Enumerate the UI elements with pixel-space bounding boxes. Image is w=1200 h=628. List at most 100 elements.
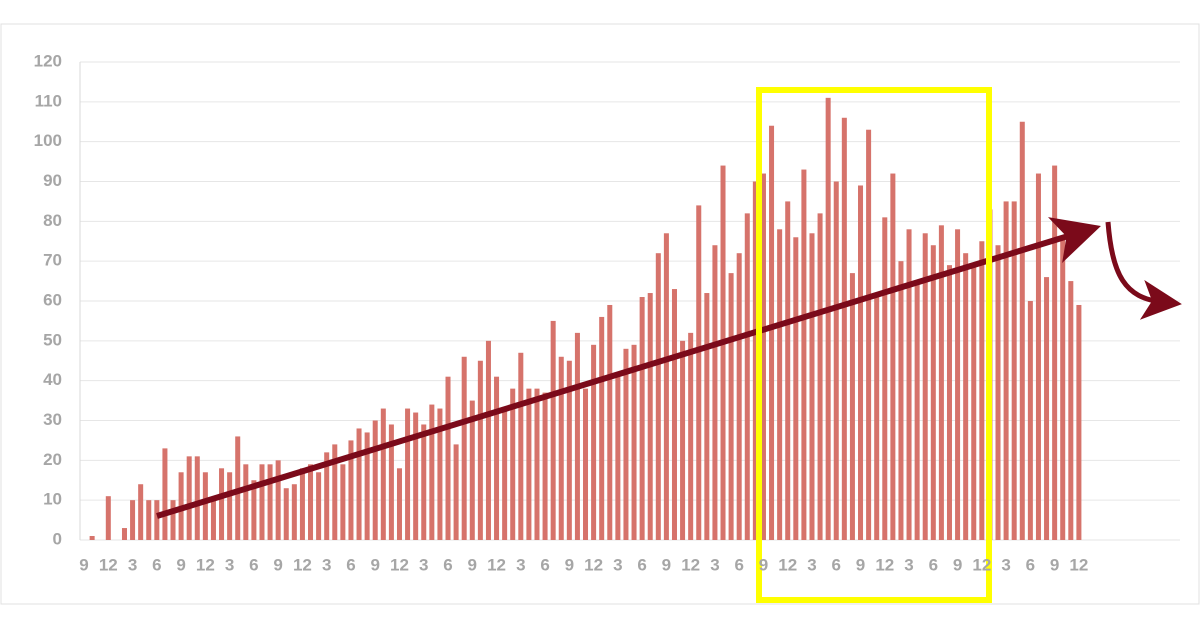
x-tick-label: 6 xyxy=(249,555,258,574)
bar xyxy=(655,253,661,540)
bar xyxy=(647,293,653,540)
bar xyxy=(429,404,435,540)
x-tick-label: 12 xyxy=(487,555,506,574)
bar xyxy=(671,289,677,540)
bar xyxy=(696,205,702,540)
bar xyxy=(469,400,475,540)
bar xyxy=(833,181,839,540)
y-tick-label: 0 xyxy=(53,529,62,548)
bars xyxy=(89,97,1082,541)
bar xyxy=(882,217,888,540)
bar xyxy=(1060,237,1066,540)
y-tick-label: 110 xyxy=(35,91,62,110)
bar xyxy=(219,468,225,540)
bar xyxy=(518,352,524,540)
bar xyxy=(874,293,880,540)
x-tick-label: 9 xyxy=(273,555,282,574)
bar xyxy=(259,464,265,540)
bar xyxy=(146,500,152,540)
bar xyxy=(712,245,718,540)
bar xyxy=(623,348,629,540)
bar xyxy=(760,173,766,541)
x-tick-label: 9 xyxy=(662,555,671,574)
bar xyxy=(1052,165,1058,541)
bar xyxy=(728,273,734,540)
x-tick-label: 3 xyxy=(128,555,137,574)
x-tick-label: 6 xyxy=(929,555,938,574)
bar xyxy=(550,320,556,540)
bar xyxy=(437,408,443,540)
highlight-box xyxy=(756,87,992,603)
bar xyxy=(299,468,305,540)
x-tick-label: 12 xyxy=(584,555,603,574)
x-tick-label: 9 xyxy=(468,555,477,574)
bar xyxy=(858,185,864,540)
y-tick-label: 20 xyxy=(43,450,62,469)
x-tick-label: 3 xyxy=(904,555,913,574)
y-tick-label: 50 xyxy=(43,330,62,349)
bar xyxy=(995,245,1001,540)
y-tick-label: 90 xyxy=(43,171,62,190)
bar xyxy=(89,536,95,540)
bar xyxy=(809,233,815,541)
bar xyxy=(615,376,621,540)
x-tick-label: 12 xyxy=(681,555,700,574)
bar xyxy=(316,472,322,540)
x-tick-label: 9 xyxy=(565,555,574,574)
bar xyxy=(453,444,459,540)
bar xyxy=(680,340,686,540)
bar xyxy=(817,213,823,540)
y-tick-label: 70 xyxy=(43,251,62,270)
x-tick-label: 6 xyxy=(540,555,549,574)
bar xyxy=(898,261,904,540)
bar xyxy=(663,233,669,541)
bar xyxy=(308,464,314,540)
x-tick-label: 6 xyxy=(637,555,646,574)
x-tick-label: 12 xyxy=(99,555,118,574)
bar xyxy=(769,125,775,540)
x-tick-label: 3 xyxy=(710,555,719,574)
y-tick-label: 60 xyxy=(43,290,62,309)
bar xyxy=(526,388,532,540)
x-tick-label: 6 xyxy=(443,555,452,574)
x-tick-label: 9 xyxy=(1050,555,1059,574)
bar xyxy=(639,297,645,540)
x-tick-label: 6 xyxy=(832,555,841,574)
bar xyxy=(1027,301,1033,540)
bar xyxy=(574,332,580,540)
bar xyxy=(372,420,378,540)
bar xyxy=(332,444,338,540)
bar xyxy=(405,408,411,540)
bar xyxy=(1003,201,1009,540)
bar xyxy=(793,237,799,540)
bar xyxy=(194,456,200,540)
bar xyxy=(971,265,977,540)
bar xyxy=(841,117,847,541)
bar xyxy=(963,253,969,540)
bar xyxy=(866,129,872,540)
bar xyxy=(825,97,831,540)
bar xyxy=(291,484,297,540)
x-tick-label: 9 xyxy=(856,555,865,574)
x-tick-label: 3 xyxy=(613,555,622,574)
bar xyxy=(485,340,491,540)
decline-arrow xyxy=(1105,221,1182,320)
bar xyxy=(162,448,168,540)
bar xyxy=(154,500,160,540)
bar xyxy=(752,181,758,540)
bar xyxy=(914,281,920,540)
x-tick-label: 12 xyxy=(875,555,894,574)
y-tick-label: 80 xyxy=(43,211,62,230)
bar xyxy=(955,229,961,541)
bar xyxy=(267,464,273,540)
bar xyxy=(388,424,394,540)
bar xyxy=(583,388,589,540)
bar xyxy=(502,408,508,540)
x-tick-label: 3 xyxy=(225,555,234,574)
bar xyxy=(1019,121,1025,540)
bar xyxy=(413,412,419,540)
bar xyxy=(445,376,451,540)
x-tick-label: 3 xyxy=(807,555,816,574)
bar xyxy=(421,424,427,540)
